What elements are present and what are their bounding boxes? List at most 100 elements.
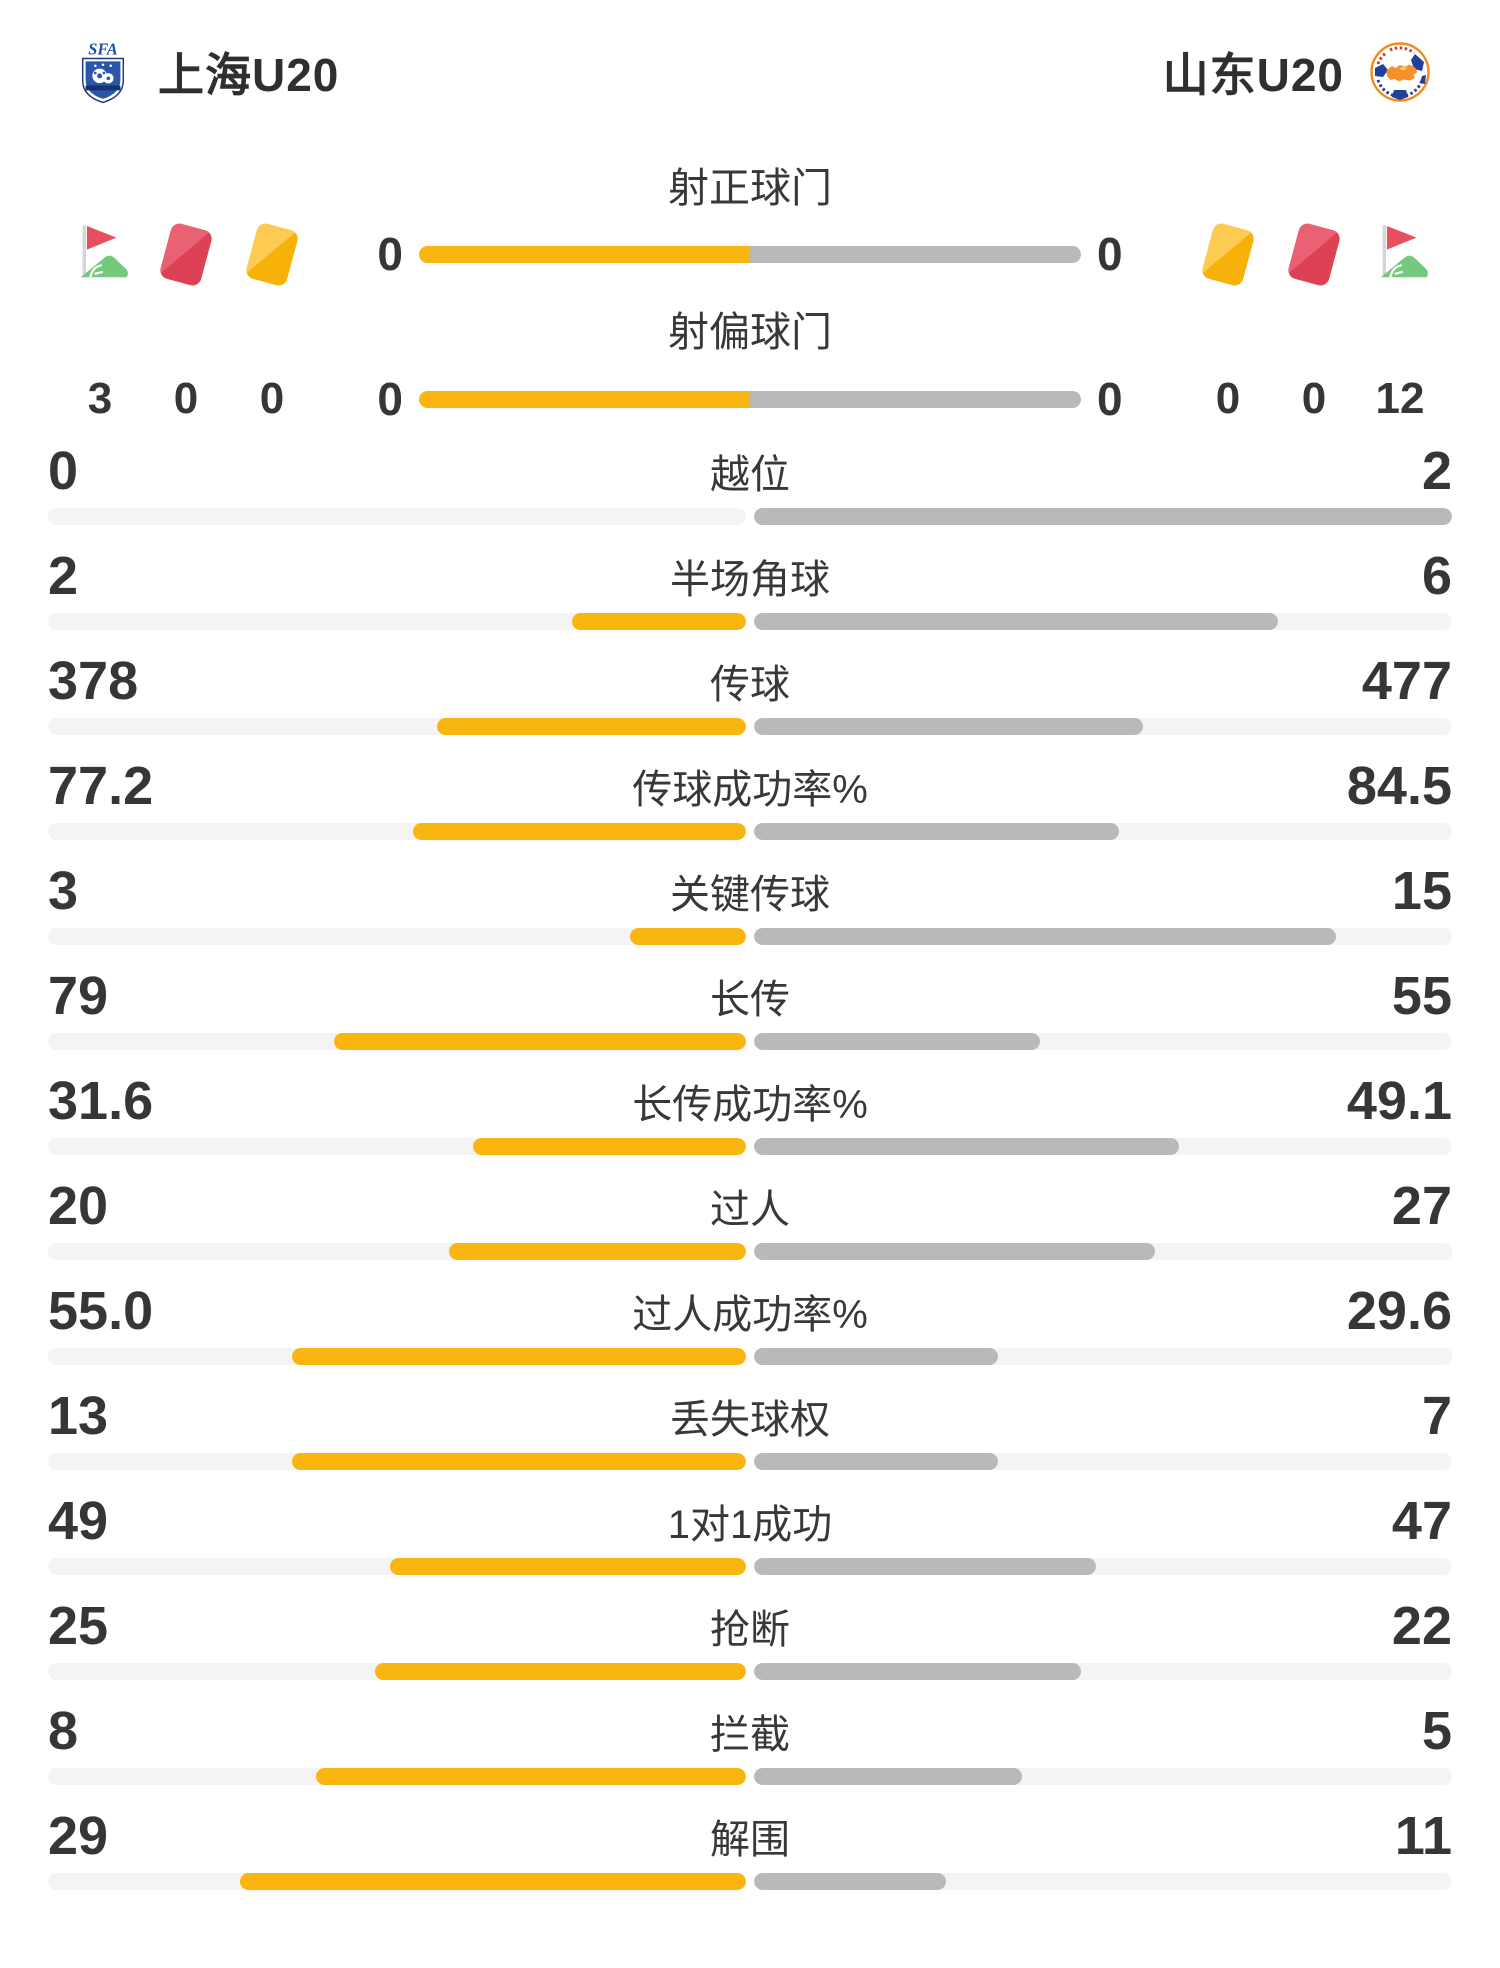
- stat-row: 378 传球 477: [0, 652, 1500, 735]
- stat-row: 79 长传 55: [0, 967, 1500, 1050]
- away-stat-bar: [754, 1558, 1452, 1575]
- away-team-badge-icon: [1370, 42, 1430, 102]
- stat-row: 13 丢失球权 7: [0, 1387, 1500, 1470]
- stat-row: 3 关键传球 15: [0, 862, 1500, 945]
- home-corner-count: 3: [87, 374, 113, 423]
- stat-label: 传球: [710, 663, 790, 707]
- stat-label: 抢断: [710, 1608, 790, 1652]
- away-corner-count: 12: [1375, 374, 1425, 423]
- home-stat-value: 13: [48, 1386, 109, 1446]
- stat-label: 半场角球: [670, 558, 830, 602]
- home-stat-value: 378: [48, 651, 139, 711]
- home-stat-bar: [48, 1348, 746, 1365]
- away-corner-flag-icon: [1357, 223, 1443, 285]
- away-shots-off-target-value: 0: [1097, 373, 1123, 425]
- discipline-icons-row: 0 0: [0, 220, 1500, 288]
- stat-row: 77.2 传球成功率% 84.5: [0, 757, 1500, 840]
- stat-label: 关键传球: [670, 873, 830, 917]
- home-yellow-card-icon: [229, 221, 315, 287]
- stat-label: 丢失球权: [670, 1398, 830, 1442]
- home-stat-value: 31.6: [48, 1071, 154, 1131]
- away-stat-bar: [754, 718, 1452, 735]
- away-stat-value: 7: [1421, 1386, 1452, 1446]
- home-stat-bar: [48, 1243, 746, 1260]
- away-stat-bar: [754, 1348, 1452, 1365]
- home-red-card-count: 0: [173, 374, 199, 423]
- home-stat-value: 0: [48, 441, 79, 501]
- stat-row: 2 半场角球 6: [0, 547, 1500, 630]
- away-stat-value: 47: [1391, 1491, 1452, 1551]
- away-team-header: 山东U20: [1163, 39, 1430, 105]
- stat-label: 越位: [710, 453, 790, 497]
- away-team-name: 山东U20: [1162, 49, 1344, 101]
- away-stat-bar: [754, 823, 1452, 840]
- home-stat-bar: [48, 1138, 746, 1155]
- stat-row: 8 拦截 5: [0, 1702, 1500, 1785]
- home-shots-off-target-value: 0: [377, 373, 403, 425]
- away-stat-bar: [754, 1453, 1452, 1470]
- away-stat-bar: [754, 928, 1452, 945]
- stat-row: 20 过人 27: [0, 1177, 1500, 1260]
- stat-row: 31.6 长传成功率% 49.1: [0, 1072, 1500, 1155]
- away-red-card-icon: [1271, 221, 1357, 287]
- away-shots-on-target-value: 0: [1097, 228, 1123, 280]
- away-stat-bar: [754, 1768, 1452, 1785]
- stat-row: 29 解围 11: [0, 1807, 1500, 1890]
- discipline-counts-row: 3 0 0 0 0 0 0 12: [0, 372, 1500, 425]
- home-stat-bar: [48, 613, 746, 630]
- stat-row: 0 越位 2: [0, 442, 1500, 525]
- stat-row: 49 1对1成功 47: [0, 1492, 1500, 1575]
- stats-list: 0 越位 2 2 半场角球 6 378 传球: [0, 442, 1500, 1890]
- home-stat-bar: [48, 928, 746, 945]
- away-stat-bar: [754, 1138, 1452, 1155]
- shots-off-target-bar: [403, 390, 1097, 408]
- away-yellow-card-count: 0: [1215, 374, 1241, 423]
- stat-title-shots-off-target: 射偏球门: [668, 309, 832, 355]
- stat-label: 过人成功率%: [632, 1293, 868, 1337]
- home-red-card-icon: [143, 221, 229, 287]
- home-corner-flag-icon: [57, 223, 143, 285]
- stat-label: 拦截: [710, 1713, 790, 1757]
- away-stat-value: 49.1: [1346, 1071, 1452, 1131]
- away-stat-bar: [754, 1033, 1452, 1050]
- stat-label: 传球成功率%: [632, 768, 868, 812]
- home-stat-value: 29: [48, 1806, 109, 1866]
- away-stat-value: 5: [1421, 1701, 1452, 1761]
- home-stat-bar: [48, 1453, 746, 1470]
- home-stat-bar: [48, 1873, 746, 1890]
- home-stat-value: 49: [48, 1491, 109, 1551]
- stat-row: 25 抢断 22: [0, 1597, 1500, 1680]
- home-stat-bar: [48, 718, 746, 735]
- away-stat-value: 29.6: [1346, 1281, 1452, 1341]
- stat-title-shots-on-target: 射正球门: [668, 165, 832, 211]
- away-stat-bar: [754, 1243, 1452, 1260]
- away-red-card-count: 0: [1301, 374, 1327, 423]
- stat-row: 55.0 过人成功率% 29.6: [0, 1282, 1500, 1365]
- away-stat-value: 2: [1421, 441, 1452, 501]
- home-badge-text: SFA: [88, 40, 118, 59]
- home-stat-value: 8: [48, 1701, 79, 1761]
- stat-label: 1对1成功: [667, 1503, 833, 1547]
- home-stat-bar: [48, 1033, 746, 1050]
- stat-label: 过人: [710, 1188, 790, 1232]
- away-stat-value: 6: [1421, 546, 1452, 606]
- shots-on-target-bar: [403, 245, 1097, 263]
- away-stat-bar: [754, 613, 1452, 630]
- home-stat-bar: [48, 1768, 746, 1785]
- home-stat-value: 55.0: [48, 1281, 154, 1341]
- away-stat-value: 55: [1391, 966, 1452, 1026]
- away-stat-bar: [754, 1873, 1452, 1890]
- away-stat-bar: [754, 508, 1452, 525]
- home-stat-bar: [48, 1663, 746, 1680]
- stat-label: 长传成功率%: [632, 1083, 868, 1127]
- home-shots-on-target-value: 0: [377, 228, 403, 280]
- away-stat-value: 477: [1361, 651, 1452, 711]
- away-yellow-card-icon: [1185, 221, 1271, 287]
- home-stat-bar: [48, 823, 746, 840]
- away-stat-value: 22: [1391, 1596, 1452, 1656]
- home-stat-bar: [48, 508, 746, 525]
- home-team-name: 上海U20: [158, 49, 340, 101]
- away-stat-value: 27: [1391, 1176, 1452, 1236]
- stat-label: 长传: [710, 978, 790, 1022]
